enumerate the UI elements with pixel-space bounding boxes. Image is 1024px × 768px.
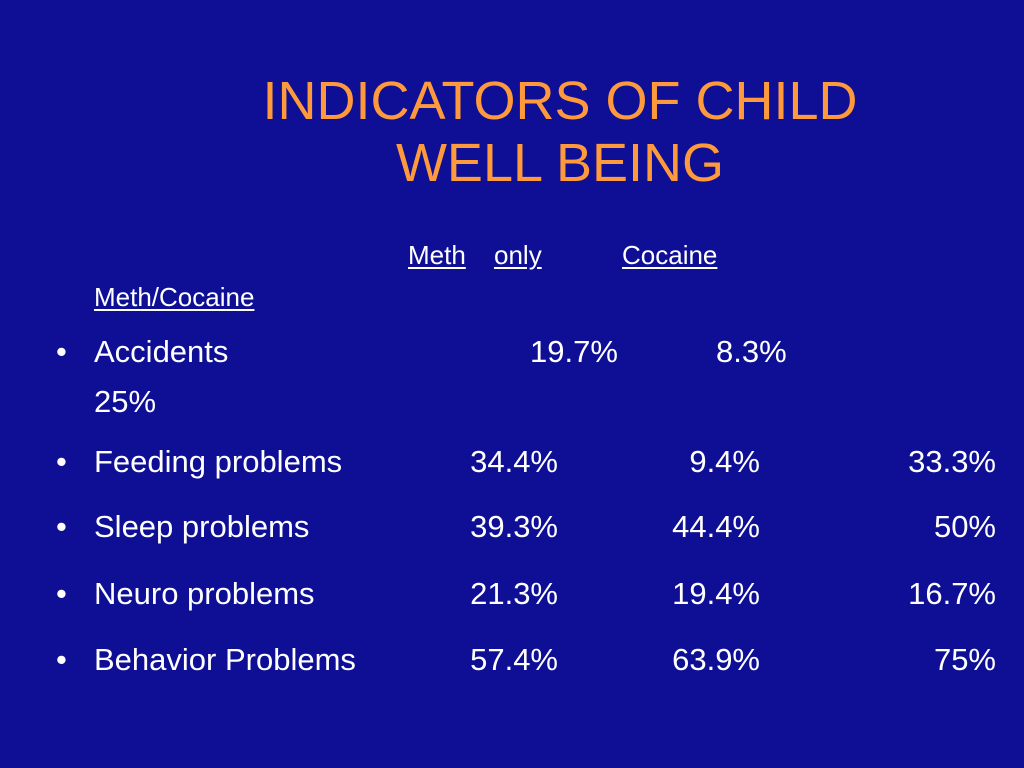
value-meth-only: 39.3% — [470, 509, 558, 544]
header-only: only — [494, 240, 542, 270]
table-row: • Neuro problems 21.3% 19.4% 16.7% — [0, 574, 1024, 614]
value-meth-cocaine: 16.7% — [908, 576, 996, 611]
value-meth-cocaine: 50% — [933, 509, 996, 544]
row-label: Accidents — [94, 334, 229, 369]
bullet-icon: • — [56, 444, 67, 479]
row-label: Behavior Problems — [94, 642, 356, 677]
row-label: Sleep problems — [94, 509, 310, 544]
bullet-icon: • — [56, 576, 67, 611]
bullet-icon: • — [56, 642, 67, 677]
header-cocaine: Cocaine — [622, 240, 718, 270]
header-meth: Meth — [408, 240, 466, 270]
table-row: • Sleep problems 39.3% 44.4% 50% — [0, 507, 1024, 547]
value-cocaine: 8.3% — [716, 334, 787, 369]
bullet-icon: • — [56, 509, 67, 544]
value-cocaine: 9.4% — [689, 444, 760, 479]
table-row: • Accidents 19.7% 8.3% — [0, 332, 1024, 372]
value-meth-only: 19.7% — [530, 334, 618, 369]
title-line-2: WELL BEING — [395, 133, 725, 193]
value-cocaine: 44.4% — [672, 509, 760, 544]
value-cocaine: 19.4% — [672, 576, 760, 611]
header-meth-cocaine: Meth/Cocaine — [94, 282, 255, 312]
table-row: • Behavior Problems 57.4% 63.9% 75% — [0, 640, 1024, 680]
value-meth-cocaine: 75% — [933, 642, 996, 677]
value-cocaine: 63.9% — [672, 642, 760, 677]
value-meth-cocaine: 25% — [94, 384, 157, 419]
value-meth-cocaine: 33.3% — [908, 444, 996, 479]
value-meth-only: 21.3% — [470, 576, 558, 611]
row-label: Feeding problems — [94, 444, 343, 479]
value-meth-only: 57.4% — [470, 642, 558, 677]
table-row-continuation: 25% — [0, 382, 1024, 422]
row-label: Neuro problems — [94, 576, 315, 611]
title-line-1: INDICATORS OF CHILD — [262, 71, 858, 131]
slide-title: INDICATORS OF CHILD WELL BEING — [160, 70, 960, 194]
bullet-icon: • — [56, 334, 67, 369]
value-meth-only: 34.4% — [470, 444, 558, 479]
table-row: • Feeding problems 34.4% 9.4% 33.3% — [0, 442, 1024, 482]
